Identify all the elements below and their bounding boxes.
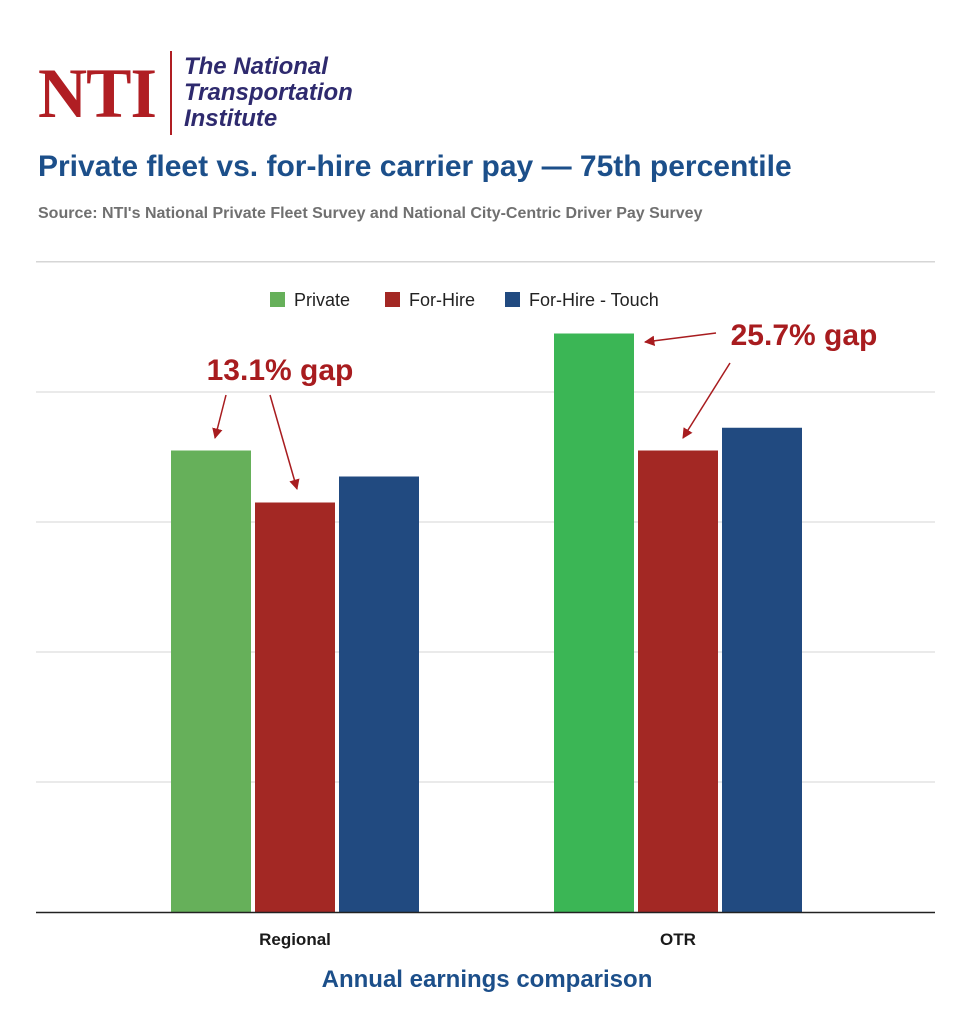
logo-line-3: Institute [183, 105, 278, 132]
chart-source: Source: NTI's National Private Fleet Sur… [38, 205, 703, 222]
logo-wordmark: The National Transportation Institute [184, 54, 353, 132]
annotation-arrow [212, 394, 227, 440]
logo-line-1: The National [183, 53, 328, 80]
legend-label: Private [294, 290, 350, 310]
nti-logo: NTI The National Transportation Institut… [38, 50, 353, 136]
gap-annotation: 13.1% gap [207, 354, 354, 387]
x-axis-title: Annual earnings comparison [321, 966, 653, 993]
legend-swatch [505, 292, 520, 307]
bar-regional-for-hire [255, 502, 335, 912]
annotation-arrow [643, 332, 717, 347]
bar-otr-for-hire [638, 450, 718, 912]
annotation-arrow [682, 362, 731, 439]
legend-swatch [270, 292, 285, 307]
bar-regional-for-hire-touch [339, 476, 419, 912]
gap-annotation: 25.7% gap [731, 319, 878, 352]
legend-swatch [385, 292, 400, 307]
x-tick-label: OTR [660, 930, 696, 949]
annotation-arrow [269, 394, 300, 491]
bar-regional-private [171, 450, 251, 912]
legend-label: For-Hire [409, 290, 475, 310]
logo-line-2: Transportation [183, 79, 353, 106]
logo-mark: NTI [38, 53, 157, 133]
bar-otr-private [554, 333, 634, 912]
x-tick-label: Regional [259, 930, 331, 949]
legend-label: For-Hire - Touch [529, 290, 659, 310]
logo-divider [169, 51, 172, 135]
bar-otr-for-hire-touch [722, 427, 802, 912]
chart-title: Private fleet vs. for-hire carrier pay —… [38, 150, 792, 183]
